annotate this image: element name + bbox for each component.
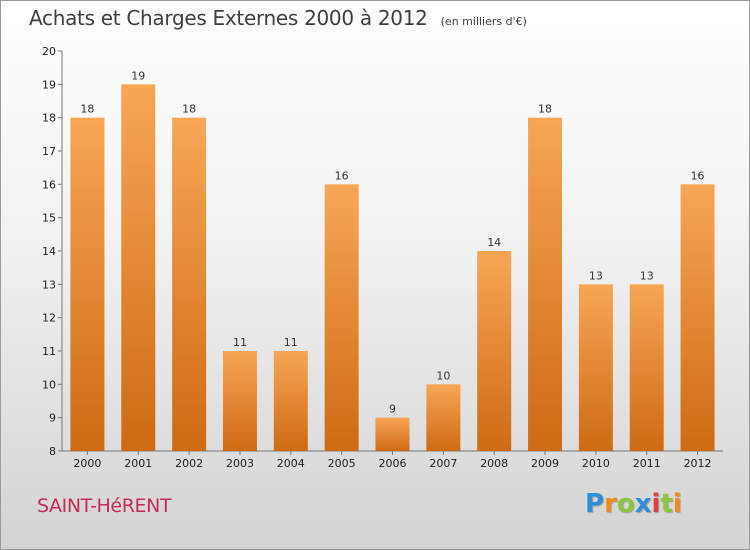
bar-value-label: 10 (436, 369, 450, 382)
bar (172, 117, 207, 452)
bar-value-label: 11 (233, 336, 247, 349)
bar-series: 18 19 18 11 11 16 9 10 14 18 13 13 16 (70, 69, 715, 452)
x-tick-label: 2005 (328, 457, 356, 470)
y-tick-label: 15 (42, 212, 56, 225)
x-tick-label: 2008 (480, 457, 508, 470)
bar-value-label: 18 (538, 103, 552, 116)
y-tick-label: 11 (42, 345, 56, 358)
x-tick-label: 2010 (582, 457, 610, 470)
logo-letter: i (651, 489, 661, 519)
proxiti-logo: Proxiti (585, 489, 682, 519)
y-tick-label: 12 (42, 312, 56, 325)
bar (375, 417, 410, 451)
logo-letter: P (585, 489, 605, 519)
y-tick-label: 14 (42, 245, 56, 258)
bar-value-label: 16 (335, 169, 349, 182)
bar (528, 117, 563, 452)
bar-value-label: 13 (640, 269, 654, 282)
bar (70, 117, 105, 452)
x-tick-label: 2009 (531, 457, 559, 470)
bar (426, 384, 461, 451)
logo-letter: i (672, 489, 682, 519)
x-tick-label: 2007 (429, 457, 457, 470)
y-tick-label: 8 (49, 445, 56, 458)
x-tick-label: 2003 (226, 457, 254, 470)
x-tick-label: 2011 (633, 457, 661, 470)
y-tick-label: 18 (42, 112, 56, 125)
commune-name: SAINT-HéRENT (37, 495, 172, 517)
bar-value-label: 19 (131, 69, 145, 82)
y-tick-label: 17 (42, 145, 56, 158)
y-tick-label: 16 (42, 178, 56, 191)
y-tick-label: 10 (42, 378, 56, 391)
bar (121, 84, 156, 451)
bar-value-label: 18 (182, 103, 196, 116)
x-tick-label: 2002 (175, 457, 203, 470)
y-tick-label: 9 (49, 412, 56, 425)
bar (629, 284, 664, 451)
bar-value-label: 16 (691, 169, 705, 182)
bar-value-label: 14 (487, 236, 501, 249)
bar (273, 351, 308, 451)
logo-letter: o (616, 489, 635, 519)
bar (680, 184, 715, 452)
chart-unit-note: (en milliers d'€) (440, 15, 527, 28)
x-tick-label: 2012 (684, 457, 712, 470)
x-tick-label: 2001 (124, 457, 152, 470)
x-tick-label: 2006 (379, 457, 407, 470)
y-tick-label: 13 (42, 278, 56, 291)
bar (578, 284, 613, 451)
bar-value-label: 13 (589, 269, 603, 282)
logo-letter: t (660, 489, 673, 519)
bar (222, 351, 257, 451)
logo-letter: r (604, 489, 617, 519)
y-tick-label: 20 (42, 45, 56, 58)
title-row: Achats et Charges Externes 2000 à 2012 (… (29, 6, 527, 30)
y-tick-label: 19 (42, 78, 56, 91)
bar-value-label: 9 (389, 403, 396, 416)
x-tick-label: 2000 (73, 457, 101, 470)
logo-letter: x (634, 489, 652, 519)
bar-value-label: 11 (284, 336, 298, 349)
bar (324, 184, 359, 452)
x-tick-label: 2004 (277, 457, 305, 470)
chart-title: Achats et Charges Externes 2000 à 2012 (29, 6, 428, 30)
chart-axes: 8 9 10 11 12 13 14 15 16 17 18 19 20 2000 2001 2002 2003… (42, 45, 723, 470)
bar-value-label: 18 (80, 103, 94, 116)
bar (477, 251, 512, 451)
